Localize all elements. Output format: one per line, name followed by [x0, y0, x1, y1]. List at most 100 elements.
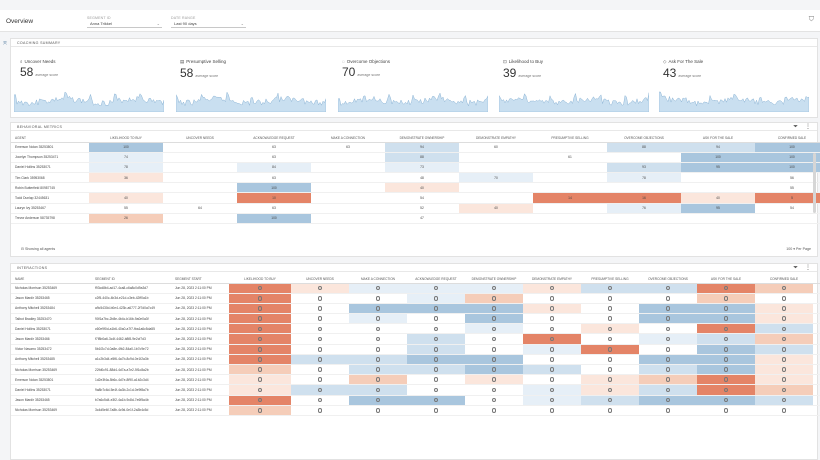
date-range-select[interactable]: Last 90 days ⌄: [171, 20, 246, 28]
score-cell[interactable]: [755, 313, 813, 325]
score-cell[interactable]: [697, 405, 755, 416]
score-cell[interactable]: [697, 283, 755, 294]
table-row[interactable]: Jason Mardir 35253466 f7f8b0a6-3c4f-4462-…: [11, 333, 820, 345]
score-cell[interactable]: [349, 364, 407, 376]
column-header[interactable]: ACKNOWLEDGE REQUEST: [237, 134, 311, 143]
score-cell[interactable]: [639, 364, 697, 376]
score-cell[interactable]: [755, 323, 813, 335]
score-cell[interactable]: [639, 354, 697, 366]
score-cell[interactable]: [697, 303, 755, 315]
showing-all-agents[interactable]: ⊟ Showing all agents: [21, 247, 56, 251]
score-cell[interactable]: [465, 333, 523, 345]
score-cell[interactable]: [523, 364, 581, 376]
score-cell[interactable]: [291, 333, 349, 345]
score-cell[interactable]: [349, 323, 407, 335]
table-row[interactable]: Talbot Bradley 35253470 90f1a7bc-2b8e-4b4…: [11, 313, 820, 325]
segment-filter[interactable]: SEGMENT ID Anna Trikkel ⌄: [87, 16, 162, 28]
table-row[interactable]: Nicholas Morrison 35253469 3c4d5e6f-7a8b-…: [11, 405, 820, 416]
score-cell[interactable]: [581, 333, 639, 345]
filter-icon[interactable]: ⏷: [793, 265, 798, 271]
segment-select[interactable]: Anna Trikkel ⌄: [87, 20, 162, 28]
column-header[interactable]: DEMONSTRATE OWNERSHIP: [385, 134, 459, 143]
interaction-cell[interactable]: [813, 293, 820, 304]
column-header[interactable]: CONFIRMED SALE: [755, 134, 820, 143]
score-cell[interactable]: [755, 374, 813, 386]
date-range-filter[interactable]: DATE RANGE Last 90 days ⌄: [171, 16, 246, 28]
table-row[interactable]: Emerson Nolan 35253801 1d2e3f4a-5b6c-4d7e…: [11, 374, 820, 386]
score-cell[interactable]: [291, 354, 349, 366]
column-header[interactable]: ASK FOR THE SALE: [681, 134, 755, 143]
score-cell[interactable]: [697, 374, 755, 386]
score-cell[interactable]: [697, 364, 755, 376]
score-cell[interactable]: [291, 344, 349, 355]
score-cell[interactable]: [407, 354, 465, 366]
score-cell[interactable]: [523, 344, 581, 355]
score-cell[interactable]: [349, 283, 407, 294]
score-cell[interactable]: [349, 384, 407, 396]
score-cell[interactable]: [523, 374, 581, 386]
interaction-cell[interactable]: [813, 395, 820, 406]
score-cell[interactable]: [291, 313, 349, 325]
column-header[interactable]: OVERCOME OBJECTIONS: [639, 275, 697, 284]
column-header[interactable]: LIKELIHOOD TO BUY: [89, 134, 163, 143]
column-header[interactable]: MAKE A CONNECTION: [349, 275, 407, 284]
score-cell[interactable]: [229, 405, 291, 416]
table-row[interactable]: Nicholas Morrison 35253469 22fd0c91-88d4-…: [11, 364, 820, 376]
score-cell[interactable]: [523, 313, 581, 325]
score-cell[interactable]: [229, 364, 291, 376]
interaction-cell[interactable]: [813, 344, 820, 355]
more-icon[interactable]: ⋮: [805, 265, 811, 271]
score-cell[interactable]: [407, 374, 465, 386]
score-cell[interactable]: [523, 405, 581, 416]
more-icon[interactable]: ⋮: [805, 124, 811, 130]
score-cell[interactable]: [755, 303, 813, 315]
score-cell[interactable]: [229, 283, 291, 294]
score-cell[interactable]: [581, 303, 639, 315]
score-cell[interactable]: [755, 344, 813, 355]
score-cell[interactable]: [291, 384, 349, 396]
table-row[interactable]: Emerson Nolan 35253801 100 63 63 94 60 88 94 100: [11, 142, 820, 153]
column-header[interactable]: PRESUMPTIVE SELLING: [533, 134, 607, 143]
score-cell[interactable]: [229, 293, 291, 304]
score-cell[interactable]: [523, 293, 581, 304]
score-cell[interactable]: [755, 283, 813, 294]
settings-icon[interactable]: ⛉: [808, 16, 814, 23]
score-cell[interactable]: [465, 364, 523, 376]
score-cell[interactable]: [349, 374, 407, 386]
score-cell[interactable]: [229, 354, 291, 366]
score-cell[interactable]: [639, 395, 697, 406]
column-header[interactable]: PRESUMPTIVE SELLING: [581, 275, 639, 284]
score-cell[interactable]: [755, 395, 813, 406]
column-header[interactable]: SEGMENT ID: [91, 275, 171, 284]
score-cell[interactable]: [639, 283, 697, 294]
score-cell[interactable]: [407, 283, 465, 294]
score-cell[interactable]: [465, 283, 523, 294]
score-cell[interactable]: [407, 333, 465, 345]
score-cell[interactable]: [407, 293, 465, 304]
score-cell[interactable]: [697, 354, 755, 366]
score-cell[interactable]: [639, 374, 697, 386]
score-cell[interactable]: [465, 384, 523, 396]
column-header[interactable]: INTERA...: [813, 275, 820, 284]
score-cell[interactable]: [639, 384, 697, 396]
table-row[interactable]: Victor Navarro 35253472 5b1f2c7d-0a8e-4fb…: [11, 344, 820, 355]
score-cell[interactable]: [639, 313, 697, 325]
score-cell[interactable]: [697, 395, 755, 406]
score-cell[interactable]: [697, 333, 755, 345]
interaction-cell[interactable]: [813, 384, 820, 396]
score-cell[interactable]: [697, 344, 755, 355]
score-cell[interactable]: [291, 283, 349, 294]
score-cell[interactable]: [639, 333, 697, 345]
score-cell[interactable]: [465, 344, 523, 355]
score-cell[interactable]: [639, 303, 697, 315]
score-cell[interactable]: [349, 333, 407, 345]
score-cell[interactable]: [407, 364, 465, 376]
column-header[interactable]: OVERCOME OBJECTIONS: [607, 134, 681, 143]
score-cell[interactable]: [349, 395, 407, 406]
score-cell[interactable]: [523, 384, 581, 396]
score-cell[interactable]: [229, 344, 291, 355]
score-cell[interactable]: [697, 293, 755, 304]
score-cell[interactable]: [291, 374, 349, 386]
score-cell[interactable]: [349, 405, 407, 416]
table-row[interactable]: Robin Butterfield 80987745 100 40 55: [11, 182, 820, 194]
